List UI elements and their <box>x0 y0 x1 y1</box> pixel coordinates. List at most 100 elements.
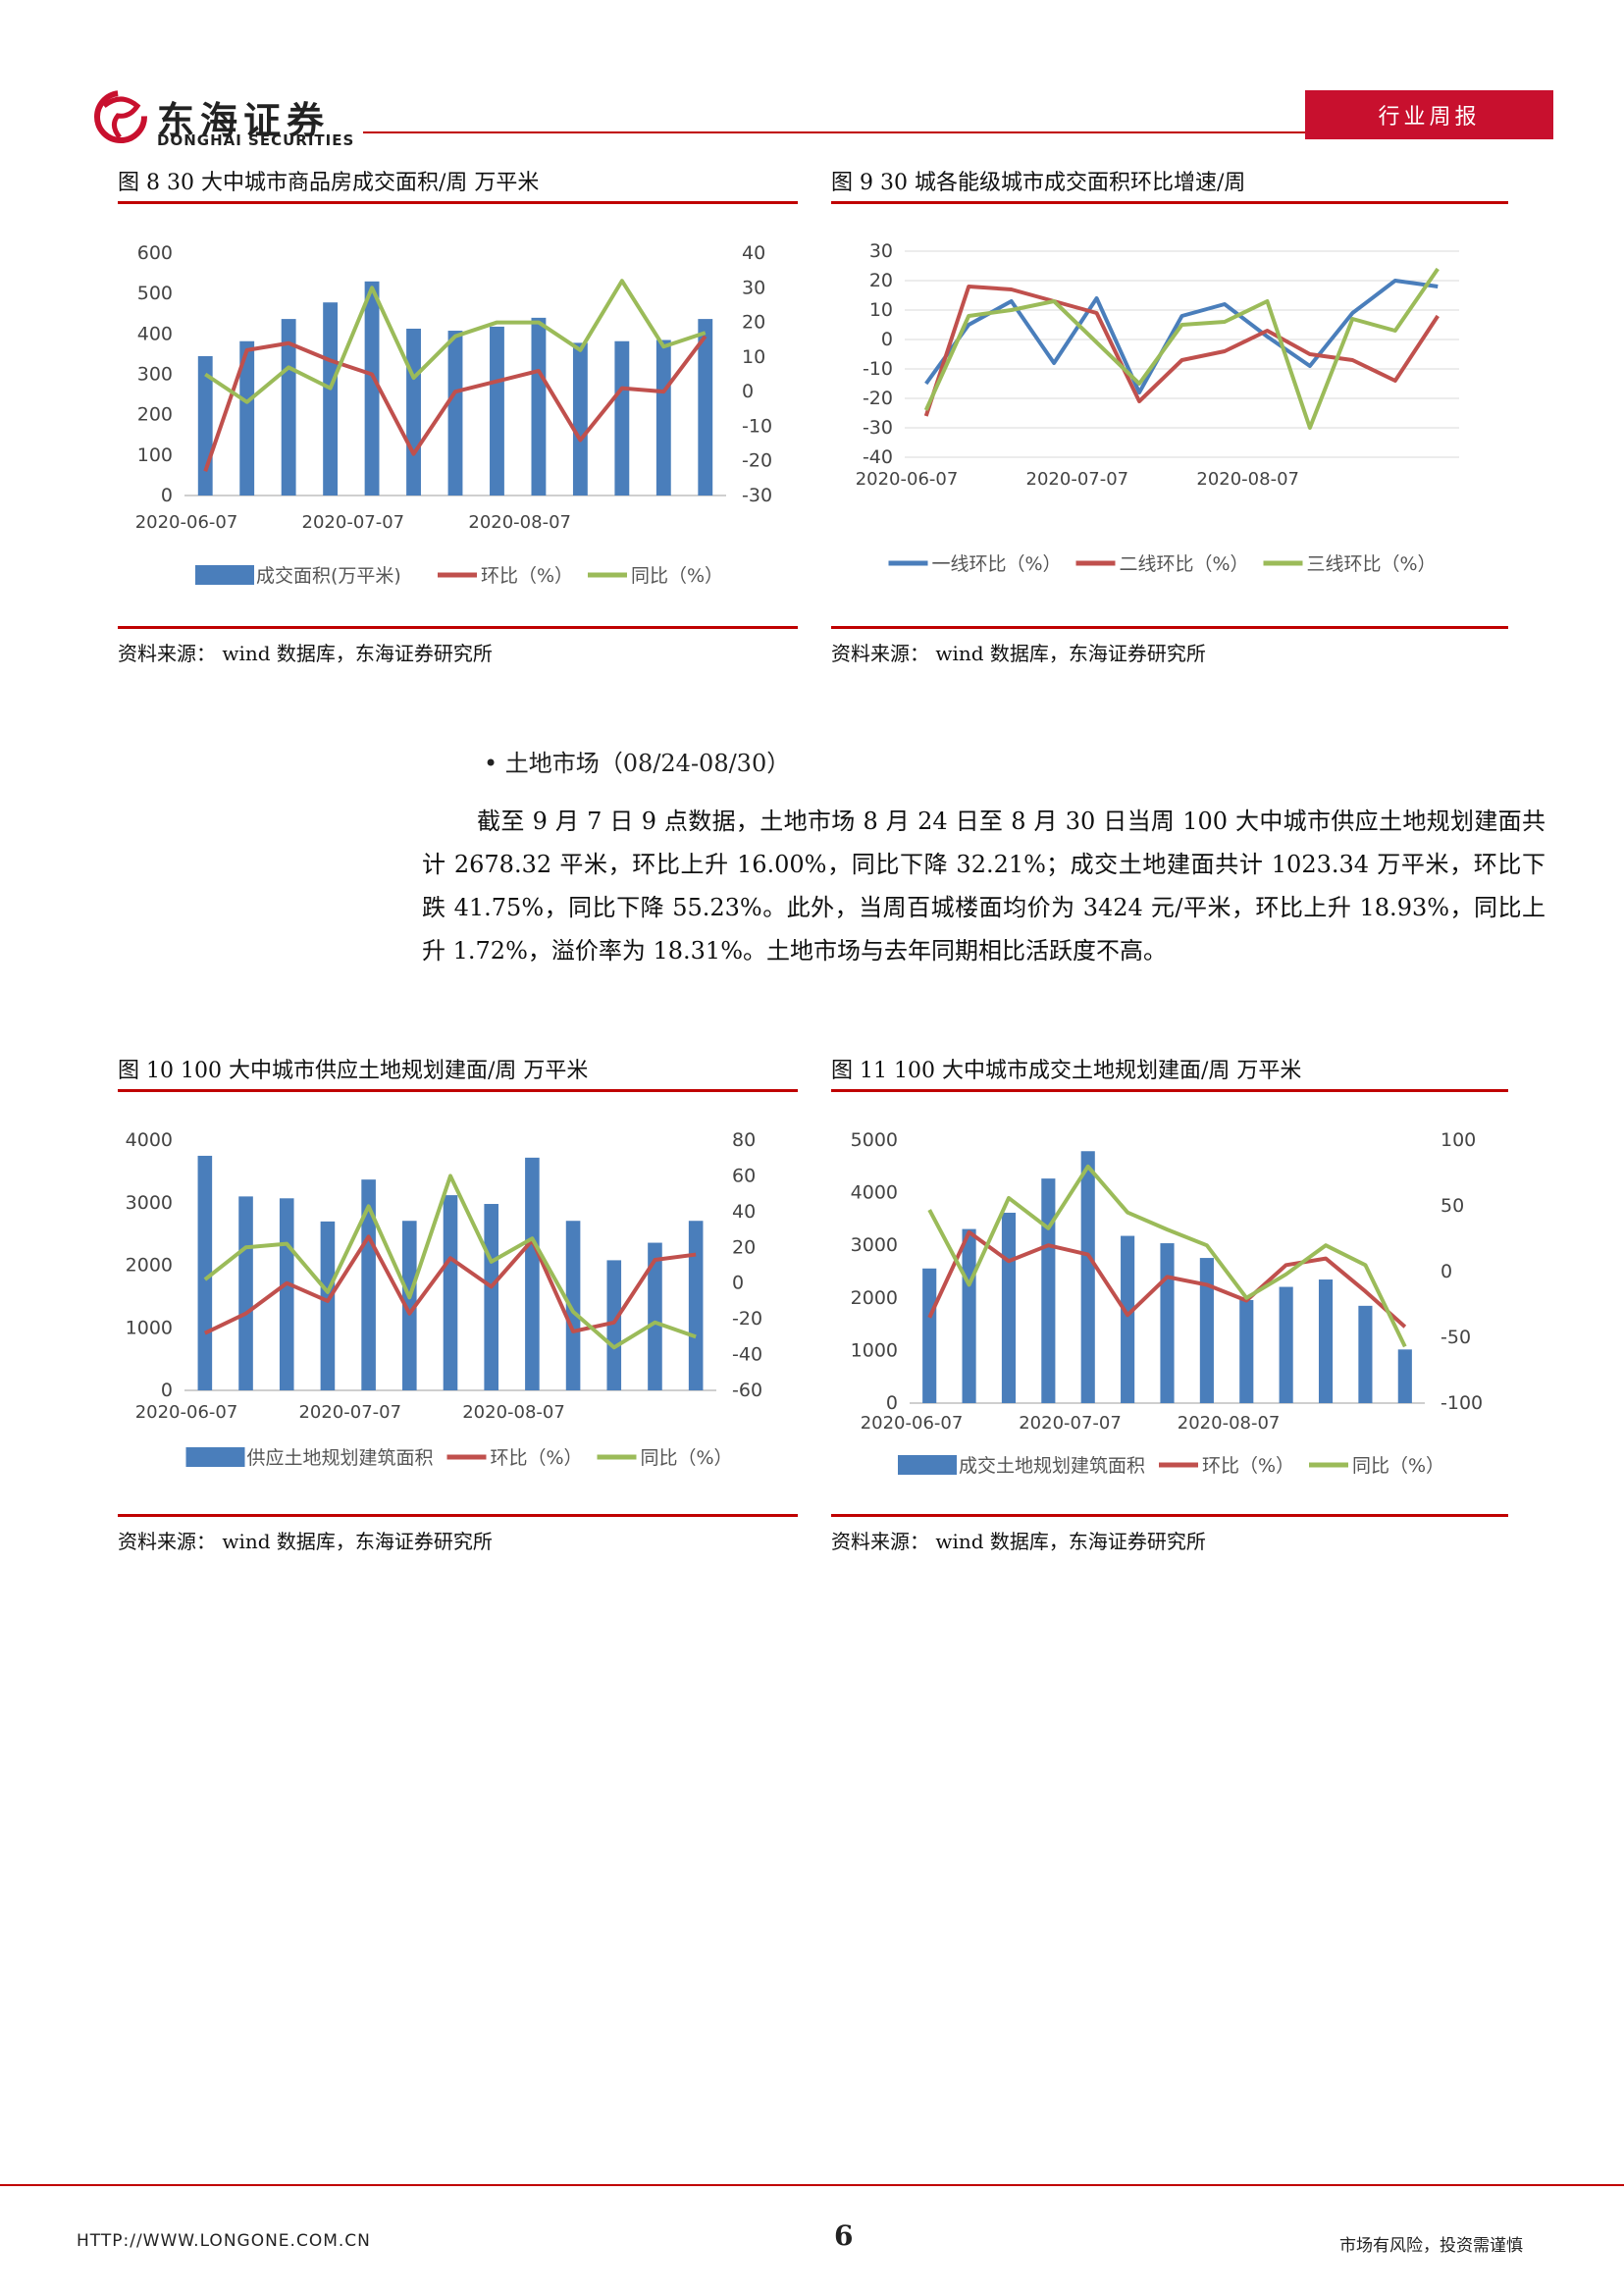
y-left-tick-label: 3000 <box>851 1234 898 1256</box>
bar <box>1001 1212 1017 1403</box>
y-right-tick-label: 0 <box>732 1273 744 1294</box>
bar <box>614 340 630 496</box>
x-tick-label: 2020-06-07 <box>856 469 959 490</box>
y-tick-label: 10 <box>869 299 893 321</box>
y-right-tick-label: 100 <box>1441 1129 1476 1151</box>
bar <box>402 1221 417 1390</box>
legend-swatch <box>185 1447 245 1467</box>
bar <box>320 1221 336 1390</box>
x-tick-label: 2020-07-07 <box>302 512 405 533</box>
y-left-tick-label: 100 <box>137 444 173 466</box>
logo-cn-text: 东海证券 <box>157 98 331 142</box>
bar <box>698 319 713 496</box>
y-right-tick-label: 0 <box>1441 1261 1452 1282</box>
legend-label: 环比（%） <box>1202 1455 1294 1477</box>
y-right-tick-label: -40 <box>732 1344 762 1366</box>
bar <box>1080 1151 1095 1403</box>
bar <box>197 1155 213 1390</box>
footer-website-link[interactable]: HTTP://WWW.LONGONE.COM.CN <box>77 2231 371 2251</box>
risk-disclaimer: 市场有风险，投资需谨慎 <box>1339 2236 1523 2256</box>
figure-11-bottom-rule <box>831 1514 1508 1517</box>
y-tick-label: 0 <box>881 329 893 350</box>
y-left-tick-label: 2000 <box>126 1255 173 1277</box>
header-rule <box>363 131 1305 133</box>
figure-10-title: 图 10 100 大中城市供应土地规划建面/周 万平米 <box>118 1059 589 1083</box>
bar <box>1121 1235 1135 1403</box>
y-left-tick-label: 400 <box>137 323 173 344</box>
bar <box>531 317 547 496</box>
y-left-tick-label: 0 <box>886 1392 898 1414</box>
y-tick-label: -40 <box>863 446 893 468</box>
y-left-tick-label: 3000 <box>126 1192 173 1214</box>
y-right-tick-label: 30 <box>742 277 765 298</box>
y-left-tick-label: 500 <box>137 283 173 304</box>
figure-9-title: 图 9 30 城各能级城市成交面积环比增速/周 <box>831 171 1246 195</box>
y-right-tick-label: 60 <box>732 1165 756 1186</box>
series-line-red <box>203 1234 697 1335</box>
x-tick-label: 2020-07-07 <box>1019 1413 1122 1434</box>
figure-9-chart: 30 20 10 0 -10 -20 -30 -40 2020-06-07 2020-07-07 2… <box>831 216 1508 608</box>
legend-label: 同比（%） <box>631 565 723 587</box>
dragon-emblem-icon <box>94 90 147 143</box>
bar <box>490 326 504 496</box>
legend-swatch <box>898 1455 957 1475</box>
figure-9-top-rule <box>831 201 1508 204</box>
series-line-blue <box>924 279 1439 394</box>
legend-label: 环比（%） <box>481 565 573 587</box>
y-left-tick-label: 2000 <box>851 1287 898 1309</box>
figure-11-source: 资料来源： wind 数据库，东海证券研究所 <box>831 1530 1206 1553</box>
y-left-tick-label: 4000 <box>126 1129 173 1151</box>
bar <box>281 319 296 496</box>
bar <box>606 1260 622 1390</box>
y-left-tick-label: 600 <box>137 242 173 264</box>
y-right-tick-label: 10 <box>742 346 765 368</box>
series-line-green <box>203 1174 697 1350</box>
y-right-tick-label: -100 <box>1441 1392 1483 1414</box>
y-left-tick-label: 1000 <box>126 1317 173 1338</box>
x-tick-label: 2020-07-07 <box>1026 469 1129 490</box>
figure-9-source: 资料来源： wind 数据库，东海证券研究所 <box>831 642 1206 665</box>
y-tick-label: 20 <box>869 270 893 291</box>
y-right-tick-label: -50 <box>1441 1327 1471 1348</box>
legend-label: 一线环比（%） <box>932 553 1062 575</box>
bar <box>1279 1286 1293 1403</box>
x-tick-label: 2020-06-07 <box>861 1413 964 1434</box>
figure-10-chart: 4000 3000 2000 1000 0 80 60 40 20 0 -20 -40 -60 2020-… <box>118 1104 798 1496</box>
series-line-red <box>927 1229 1407 1329</box>
bar <box>238 1196 253 1390</box>
y-right-tick-label: -30 <box>742 485 772 506</box>
figure-10-top-rule <box>118 1089 798 1092</box>
bar <box>447 331 463 496</box>
y-right-tick-label: -60 <box>732 1380 762 1401</box>
figure-8-top-rule <box>118 201 798 204</box>
legend-label: 成交土地规划建筑面积 <box>959 1455 1145 1477</box>
bar <box>1397 1349 1412 1403</box>
x-tick-label: 2020-08-07 <box>468 512 571 533</box>
bar <box>239 340 255 496</box>
bar <box>688 1221 704 1390</box>
bar <box>648 1242 662 1390</box>
y-right-tick-label: 20 <box>732 1236 756 1258</box>
y-tick-label: -20 <box>863 388 893 409</box>
y-left-tick-label: 1000 <box>851 1339 898 1361</box>
y-left-tick-label: 0 <box>161 1380 173 1401</box>
y-right-tick-label: -10 <box>742 415 772 437</box>
bar <box>1160 1243 1175 1403</box>
company-logo: 东海证券 DONGHAI SECURITIES <box>90 86 385 149</box>
figure-11-title: 图 11 100 大中城市成交土地规划建面/周 万平米 <box>831 1059 1302 1083</box>
x-tick-label: 2020-08-07 <box>1196 469 1299 490</box>
bar <box>364 281 380 496</box>
page-number: 6 <box>834 2219 854 2252</box>
bar <box>1358 1305 1373 1403</box>
figure-8-chart: 600 500 400 300 200 100 0 40 30 20 10 0 -10 -20 -30 202… <box>118 216 798 608</box>
legend-label: 环比（%） <box>491 1447 583 1469</box>
legend-label: 三线环比（%） <box>1307 553 1437 575</box>
figure-11-top-rule <box>831 1089 1508 1092</box>
bar <box>922 1268 937 1403</box>
y-left-tick-label: 4000 <box>851 1182 898 1204</box>
y-right-tick-label: 40 <box>742 242 765 264</box>
bar <box>279 1198 294 1390</box>
section-paragraph: 截至 9 月 7 日 9 点数据，土地市场 8 月 24 日至 8 月 30 日… <box>422 808 1545 965</box>
bar <box>962 1228 976 1403</box>
figure-8-source: 资料来源： wind 数据库，东海证券研究所 <box>118 642 493 665</box>
